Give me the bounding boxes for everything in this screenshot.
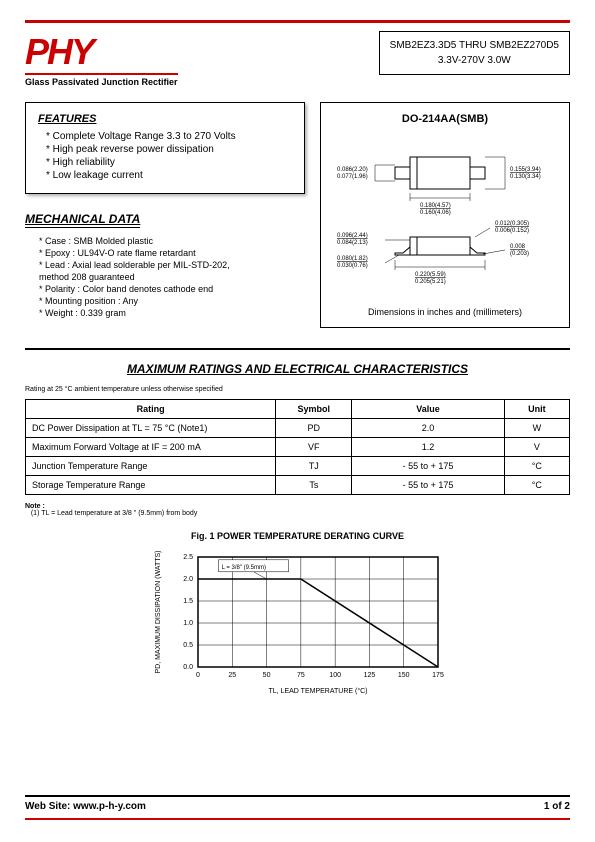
svg-text:PD, MAXIMUM DISSIPATION (WATTS: PD, MAXIMUM DISSIPATION (WATTS) [155, 550, 162, 673]
dim-text: 0.160(4.06) [420, 210, 451, 216]
title-box: SMB2EZ3.3D5 THRU SMB2EZ270D5 3.3V-270V 3… [379, 31, 570, 75]
spec-line: 3.3V-270V 3.0W [390, 55, 559, 66]
dim-text: 0.205(5.21) [415, 279, 446, 285]
dim-text: 0.096(2.44) [337, 233, 368, 239]
derating-chart: 0 25 50 75 100 125 150 175 0.0 0.5 1.0 1.5 2.0 2.5 L =… [148, 547, 448, 697]
svg-text:25: 25 [228, 672, 236, 679]
feature-item: * Low leakage current [46, 170, 292, 181]
svg-text:1.5: 1.5 [183, 598, 193, 605]
col-unit: Unit [504, 400, 569, 419]
mech-item: * Mounting position : Any [39, 296, 305, 306]
dim-text: 0.080(1.82) [337, 256, 368, 262]
table-row: Junction Temperature Range TJ - 55 to + … [26, 457, 570, 476]
mech-item: * Case : SMB Molded plastic [39, 236, 305, 246]
features-box: FEATURES * Complete Voltage Range 3.3 to… [25, 102, 305, 194]
subtitle: Glass Passivated Junction Rectifier [25, 77, 178, 87]
col-value: Value [352, 400, 504, 419]
dim-text: 0.086(2.20) [337, 167, 368, 173]
features-heading: FEATURES [38, 113, 292, 125]
svg-text:2.0: 2.0 [183, 576, 193, 583]
dim-text: 0.006(0.152) [495, 228, 529, 234]
package-caption: Dimensions in inches and (millimeters) [331, 307, 559, 317]
col-symbol: Symbol [276, 400, 352, 419]
table-row: Maximum Forward Voltage at IF = 200 mA V… [26, 438, 570, 457]
footer: Web Site: www.p-h-y.com 1 of 2 [25, 795, 570, 812]
mechanical-list: * Case : SMB Molded plastic * Epoxy : UL… [39, 236, 305, 318]
mech-item: method 208 guaranteed [39, 272, 305, 282]
mech-item: * Lead : Axial lead solderable per MIL-S… [39, 260, 305, 270]
dim-text: 0.084(2.13) [337, 240, 368, 246]
package-title: DO-214AA(SMB) [331, 113, 559, 125]
svg-text:75: 75 [296, 672, 304, 679]
dim-text: (0.203) [510, 251, 529, 257]
rating-condition: Rating at 25 °C ambient temperature unle… [25, 386, 570, 393]
svg-text:0.0: 0.0 [183, 664, 193, 671]
part-range: SMB2EZ3.3D5 THRU SMB2EZ270D5 [390, 40, 559, 51]
dim-text: 0.180(4.57) [420, 203, 451, 209]
website: Web Site: www.p-h-y.com [25, 801, 146, 812]
header: PHY Glass Passivated Junction Rectifier … [25, 31, 570, 87]
ratings-heading: MAXIMUM RATINGS AND ELECTRICAL CHARACTER… [25, 362, 570, 376]
dim-text: 0.077(1.96) [337, 174, 368, 180]
svg-text:125: 125 [363, 672, 375, 679]
note-section: Note : (1) TL = Lead temperature at 3/8 … [25, 503, 570, 517]
dim-text: 0.130(3.34) [510, 174, 541, 180]
dim-text: 0.220(5.59) [415, 272, 446, 278]
package-diagram: 0.086(2.20) 0.077(1.96) 0.155(3.94) 0.13… [335, 145, 555, 285]
mechanical-heading: MECHANICAL DATA [25, 212, 140, 228]
dim-text: 0.008 [510, 244, 526, 250]
svg-text:175: 175 [432, 672, 444, 679]
svg-text:50: 50 [262, 672, 270, 679]
svg-text:0: 0 [196, 672, 200, 679]
svg-text:L = 3/8" (9.5mm): L = 3/8" (9.5mm) [221, 565, 265, 571]
ratings-table: Rating Symbol Value Unit DC Power Dissip… [25, 399, 570, 495]
feature-item: * Complete Voltage Range 3.3 to 270 Volt… [46, 131, 292, 142]
mech-item: * Weight : 0.339 gram [39, 308, 305, 318]
feature-item: * High reliability [46, 157, 292, 168]
svg-text:150: 150 [397, 672, 409, 679]
page-number: 1 of 2 [544, 801, 570, 812]
note-text: (1) TL = Lead temperature at 3/8 " (9.5m… [31, 510, 197, 517]
mech-item: * Epoxy : UL94V-O rate flame retardant [39, 248, 305, 258]
logo: PHY [25, 31, 178, 75]
svg-text:0.5: 0.5 [183, 642, 193, 649]
feature-item: * High peak reverse power dissipation [46, 144, 292, 155]
table-row: DC Power Dissipation at TL = 75 °C (Note… [26, 419, 570, 438]
dim-text: 0.012(0.305) [495, 221, 529, 227]
dim-text: 0.155(3.94) [510, 167, 541, 173]
dim-text: 0.030(0.76) [337, 263, 368, 269]
svg-text:100: 100 [329, 672, 341, 679]
chart-title: Fig. 1 POWER TEMPERATURE DERATING CURVE [25, 531, 570, 541]
package-box: DO-214AA(SMB) 0.086(2.20) 0.077(1.96) [320, 102, 570, 328]
mech-item: * Polarity : Color band denotes cathode … [39, 284, 305, 294]
col-rating: Rating [26, 400, 276, 419]
svg-text:1.0: 1.0 [183, 620, 193, 627]
svg-text:TL, LEAD TEMPERATURE (°C): TL, LEAD TEMPERATURE (°C) [268, 687, 367, 695]
note-label: Note : [25, 503, 45, 510]
table-row: Storage Temperature Range Ts - 55 to + 1… [26, 476, 570, 495]
svg-text:2.5: 2.5 [183, 554, 193, 561]
